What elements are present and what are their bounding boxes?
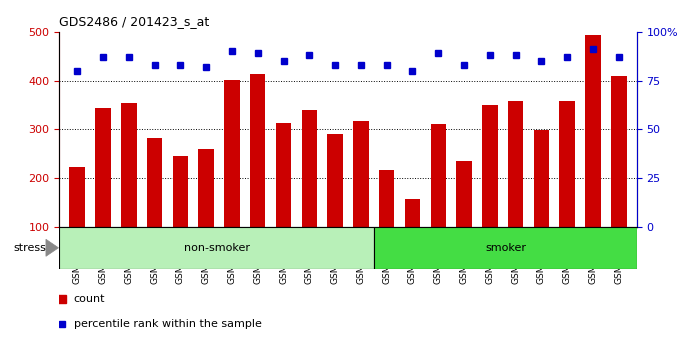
Text: smoker: smoker <box>485 243 526 253</box>
Bar <box>405 199 420 227</box>
Text: percentile rank within the sample: percentile rank within the sample <box>74 319 262 329</box>
Bar <box>508 102 523 227</box>
Bar <box>374 227 637 269</box>
Bar <box>431 124 446 227</box>
Bar <box>59 227 374 269</box>
Bar <box>379 170 395 227</box>
Bar <box>301 110 317 227</box>
Bar <box>250 74 265 227</box>
Bar <box>173 156 188 227</box>
Bar <box>147 138 162 227</box>
Bar <box>353 121 369 227</box>
Bar <box>70 167 85 227</box>
Bar <box>457 161 472 227</box>
Bar <box>198 149 214 227</box>
Bar <box>224 80 239 227</box>
Text: GDS2486 / 201423_s_at: GDS2486 / 201423_s_at <box>59 15 209 28</box>
Bar <box>482 105 498 227</box>
Bar <box>534 130 549 227</box>
Polygon shape <box>46 239 58 256</box>
Bar <box>585 35 601 227</box>
Bar <box>276 123 291 227</box>
Text: count: count <box>74 294 105 304</box>
Bar <box>611 76 626 227</box>
Text: stress: stress <box>14 243 47 253</box>
Bar <box>327 134 343 227</box>
Bar <box>560 101 575 227</box>
Bar <box>95 108 111 227</box>
Bar <box>121 103 136 227</box>
Text: non-smoker: non-smoker <box>184 243 250 253</box>
